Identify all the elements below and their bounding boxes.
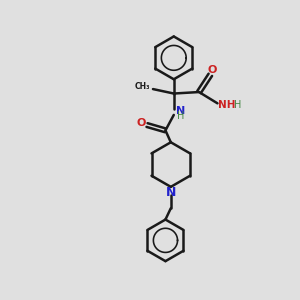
Text: H: H <box>177 111 184 122</box>
Text: N: N <box>166 186 176 199</box>
Text: O: O <box>136 118 146 128</box>
Text: CH₃: CH₃ <box>135 82 150 91</box>
Text: H: H <box>234 100 241 110</box>
Text: O: O <box>207 65 217 75</box>
Text: NH: NH <box>218 100 236 110</box>
Text: N: N <box>176 106 185 116</box>
